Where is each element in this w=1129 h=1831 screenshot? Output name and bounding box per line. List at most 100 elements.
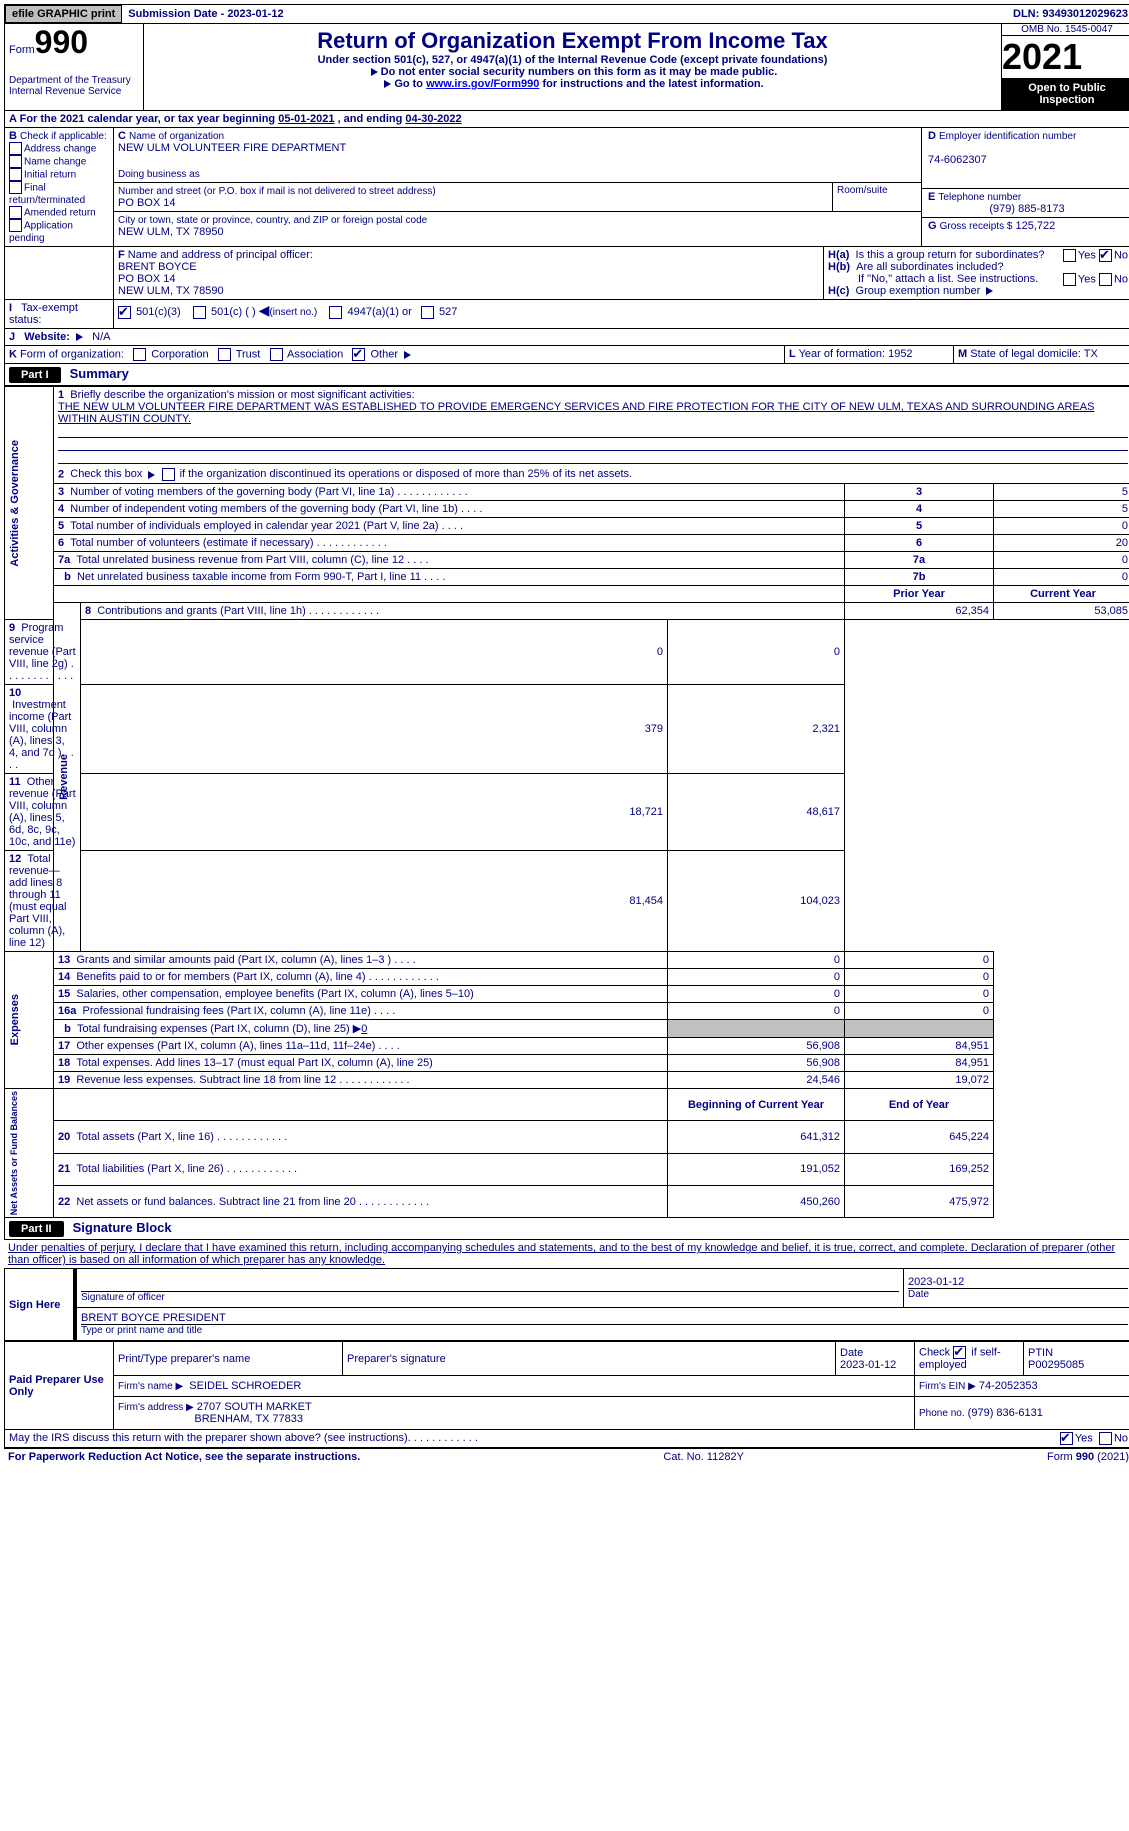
addr-label: Number and street (or P.O. box if mail i… bbox=[118, 186, 436, 197]
dept-treasury: Department of the Treasury bbox=[9, 75, 139, 86]
cb-501c3[interactable] bbox=[118, 306, 131, 319]
row-website: J Website: N/A bbox=[4, 329, 1129, 346]
l1-label: Briefly describe the organization's miss… bbox=[70, 389, 414, 401]
part2-title: Signature Block bbox=[67, 1220, 172, 1235]
l2-label: Check this box if the organization disco… bbox=[70, 468, 632, 480]
cb-corp[interactable] bbox=[133, 348, 146, 361]
cb-amended[interactable] bbox=[9, 206, 22, 219]
phone-label: Telephone number bbox=[938, 192, 1021, 203]
check-self: Check if self-employed bbox=[915, 1342, 1024, 1376]
side-net: Net Assets or Fund Balances bbox=[9, 1091, 19, 1215]
paid-preparer-label: Paid Preparer Use Only bbox=[5, 1342, 114, 1430]
side-ag: Activities & Governance bbox=[9, 440, 21, 567]
sig-date-val: 2023-01-12 bbox=[908, 1276, 1128, 1288]
row-7b: b Net unrelated business taxable income … bbox=[5, 569, 1129, 586]
officer-addr2: NEW ULM, TX 78590 bbox=[118, 285, 224, 297]
paid-preparer-table: Paid Preparer Use Only Print/Type prepar… bbox=[4, 1341, 1129, 1430]
firm-addr2: BRENHAM, TX 77833 bbox=[194, 1413, 303, 1425]
firm-addr1: 2707 SOUTH MARKET bbox=[197, 1401, 312, 1413]
row-tax-exempt: I Tax-exempt status: 501(c)(3) 501(c) ( … bbox=[4, 300, 1129, 329]
cat-no: Cat. No. 11282Y bbox=[663, 1451, 744, 1463]
boxb-label: Check if applicable: bbox=[20, 131, 107, 142]
officer-label: Name and address of principal officer: bbox=[128, 249, 313, 261]
row-klm: K Form of organization: Corporation Trus… bbox=[4, 346, 1129, 364]
l1-mission: THE NEW ULM VOLUNTEER FIRE DEPARTMENT WA… bbox=[58, 401, 1094, 425]
cb-final-return[interactable] bbox=[9, 181, 22, 194]
cb-501c[interactable] bbox=[193, 306, 206, 319]
cb-trust[interactable] bbox=[218, 348, 231, 361]
cb-discuss-no[interactable] bbox=[1099, 1432, 1112, 1445]
row-6: 6 Total number of volunteers (estimate i… bbox=[5, 535, 1129, 552]
instr-no-ssn: Do not enter social security numbers on … bbox=[148, 66, 997, 78]
cb-address-change[interactable] bbox=[9, 142, 22, 155]
cb-ha-no[interactable] bbox=[1099, 249, 1112, 262]
cb-other[interactable] bbox=[352, 348, 365, 361]
firm-ein: 74-2052353 bbox=[979, 1380, 1038, 1392]
dln: DLN: 93493012029623 bbox=[1013, 8, 1129, 20]
state-domicile: TX bbox=[1084, 348, 1098, 360]
pra-notice: For Paperwork Reduction Act Notice, see … bbox=[8, 1451, 360, 1463]
efile-print-button[interactable]: efile GRAPHIC print bbox=[5, 5, 122, 23]
sign-here-label: Sign Here bbox=[5, 1269, 76, 1341]
hb-label: Are all subordinates included? bbox=[856, 261, 1003, 273]
typed-label: Type or print name and title bbox=[81, 1324, 1128, 1336]
cb-527[interactable] bbox=[421, 306, 434, 319]
gross-value: 125,722 bbox=[1016, 220, 1056, 232]
cb-application-pending[interactable] bbox=[9, 219, 22, 232]
form-number: 990 bbox=[35, 24, 88, 60]
side-exp: Expenses bbox=[9, 994, 21, 1045]
cb-hb-no[interactable] bbox=[1099, 273, 1112, 286]
taxexempt-label: I Tax-exempt status: bbox=[5, 300, 114, 328]
arrow-icon bbox=[76, 333, 83, 341]
ein-value: 74-6062307 bbox=[928, 154, 987, 166]
arrow-icon bbox=[384, 80, 391, 88]
omb-number: OMB No. 1545-0047 bbox=[1002, 24, 1129, 36]
cb-initial-return[interactable] bbox=[9, 168, 22, 181]
boxc-name-label: Name of organization bbox=[129, 131, 224, 142]
row-bcdefg: B Check if applicable: Address change Na… bbox=[4, 128, 1129, 247]
cb-discuss-yes[interactable] bbox=[1060, 1432, 1073, 1445]
cb-self-employed[interactable] bbox=[953, 1346, 966, 1359]
arrow-icon bbox=[404, 351, 411, 359]
cb-name-change[interactable] bbox=[9, 155, 22, 168]
part1-bar: Part I bbox=[9, 367, 61, 383]
instr-goto: Go to www.irs.gov/Form990 for instructio… bbox=[148, 78, 997, 90]
ptin-val: P00295085 bbox=[1028, 1359, 1084, 1371]
gross-label: Gross receipts $ bbox=[940, 221, 1013, 232]
cb-discontinued[interactable] bbox=[162, 468, 175, 481]
sign-here-table: Sign Here Signature of officer 2023-01-1… bbox=[4, 1268, 1129, 1341]
org-address: PO BOX 14 bbox=[118, 197, 175, 209]
room-suite: Room/suite bbox=[833, 183, 921, 211]
form-footer: Form 990 (2021) bbox=[1047, 1451, 1129, 1463]
org-city: NEW ULM, TX 78950 bbox=[118, 226, 224, 238]
part2-header: Part II Signature Block bbox=[4, 1218, 1129, 1240]
part2-bar: Part II bbox=[9, 1221, 64, 1237]
officer-addr1: PO BOX 14 bbox=[118, 273, 175, 285]
discuss-row: May the IRS discuss this return with the… bbox=[4, 1430, 1129, 1448]
perjury-declaration: Under penalties of perjury, I declare th… bbox=[4, 1240, 1129, 1268]
cb-ha-yes[interactable] bbox=[1063, 249, 1076, 262]
prep-date-val: 2023-01-12 bbox=[840, 1359, 896, 1371]
form-label: Form bbox=[9, 44, 35, 56]
cb-assoc[interactable] bbox=[270, 348, 283, 361]
officer-name: BRENT BOYCE bbox=[118, 261, 197, 273]
firm-phone: (979) 836-6131 bbox=[968, 1407, 1043, 1419]
part1-title: Summary bbox=[64, 366, 129, 381]
side-rev: Revenue bbox=[58, 754, 70, 800]
ha-label: Is this a group return for subordinates? bbox=[856, 249, 1045, 261]
sig-officer-label: Signature of officer bbox=[81, 1291, 899, 1303]
arrow-icon bbox=[986, 287, 993, 295]
open-to-public: Open to Public Inspection bbox=[1002, 78, 1129, 110]
footer: For Paperwork Reduction Act Notice, see … bbox=[4, 1448, 1129, 1465]
org-name: NEW ULM VOLUNTEER FIRE DEPARTMENT bbox=[118, 142, 346, 154]
row-a-period: A For the 2021 calendar year, or tax yea… bbox=[4, 111, 1129, 128]
irs-link[interactable]: www.irs.gov/Form990 bbox=[426, 78, 539, 90]
form-title: Return of Organization Exempt From Incom… bbox=[148, 28, 997, 54]
submission-date: Submission Date - 2023-01-12 bbox=[128, 8, 283, 20]
form-subtitle: Under section 501(c), 527, or 4947(a)(1)… bbox=[148, 54, 997, 66]
cb-4947[interactable] bbox=[329, 306, 342, 319]
cb-hb-yes[interactable] bbox=[1063, 273, 1076, 286]
prep-name-label: Print/Type preparer's name bbox=[114, 1342, 343, 1376]
year-formation: 1952 bbox=[888, 348, 912, 360]
firm-name: SEIDEL SCHROEDER bbox=[189, 1380, 301, 1392]
